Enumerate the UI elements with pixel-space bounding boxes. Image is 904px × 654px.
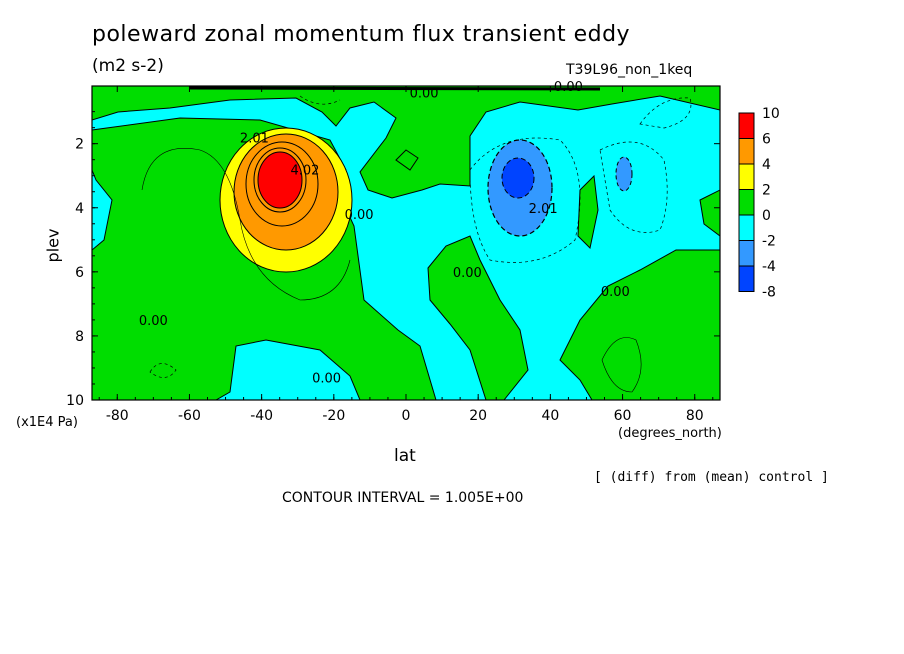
- contour-label: 0.00: [312, 372, 341, 387]
- x-tick-label: -40: [250, 408, 273, 424]
- colorbar: 10 6 4 2 0 -2 -4 -8: [738, 106, 780, 301]
- x-tick-label: 80: [686, 408, 704, 424]
- contour-interval: CONTOUR INTERVAL = 1.005E+00: [282, 490, 524, 506]
- colorbar-label: 0: [762, 208, 771, 224]
- x-tick-label: -80: [106, 408, 129, 424]
- contour-label: 2.01: [529, 202, 558, 217]
- contour-label: 0.00: [601, 285, 630, 300]
- x-tick-label: 60: [614, 408, 632, 424]
- colorbar-label: -2: [762, 234, 776, 250]
- positive-region-central: [427, 235, 529, 400]
- colorbar-swatch: [738, 112, 755, 139]
- colorbar-swatch: [738, 240, 755, 267]
- positive-region-0-2: [92, 86, 720, 199]
- colorbar-swatch: [738, 265, 755, 292]
- colorbar-label: 6: [762, 132, 771, 148]
- negative-region-4: [501, 157, 535, 199]
- x-axis-label: lat: [394, 446, 416, 466]
- x-tick-label: 40: [541, 408, 559, 424]
- contour-label: 0.00: [139, 314, 168, 329]
- y-axis-unit: (x1E4 Pa): [16, 415, 78, 430]
- contour-label: 2.01: [240, 131, 269, 146]
- positive-region-spot: [395, 149, 419, 171]
- y-ticks: 2 4 6 8 10: [66, 111, 720, 409]
- y-tick-label: 8: [75, 329, 84, 345]
- y-tick-label: 6: [75, 265, 84, 281]
- contour-label: 0.00: [345, 208, 374, 223]
- y-tick-label: 4: [75, 201, 84, 217]
- x-tick-label: -20: [322, 408, 345, 424]
- x-ticks: -80 -60 -40 -20 0 20 40 60 80: [98, 86, 714, 424]
- x-axis-unit: (degrees_north): [618, 426, 722, 441]
- chart-title: poleward zonal momentum flux transient e…: [92, 22, 631, 47]
- colorbar-label: -8: [762, 285, 776, 301]
- colorbar-swatch: [738, 163, 755, 190]
- colorbar-label: 2: [762, 183, 771, 199]
- positive-region-east: [559, 249, 720, 400]
- contour-label: 4.02: [290, 163, 319, 178]
- x-tick-label: 0: [402, 408, 411, 424]
- colorbar-label: 10: [762, 106, 780, 122]
- colorbar-swatch: [738, 189, 755, 216]
- colorbar-label: 4: [762, 157, 771, 173]
- top-thick-contour: [189, 86, 601, 91]
- run-label: T39L96_non_1keq: [566, 62, 693, 78]
- minor-contour-lines: [149, 95, 692, 378]
- colorbar-swatch: [738, 214, 755, 241]
- positive-region-far-east: [699, 189, 720, 237]
- minor-contour-lines-solid: [141, 148, 642, 393]
- y-tick-label: 10: [66, 393, 84, 409]
- contour-label: 0.00: [453, 266, 482, 281]
- contour-label: 0.00: [410, 86, 439, 101]
- diff-note: [ (diff) from (mean) control ]: [594, 470, 829, 485]
- negative-region-east: [615, 156, 633, 192]
- contour-labels: 0.00 0.00 2.01 4.02 0.00 0.00 0.00 0.00 2.01 0.00: [139, 80, 630, 387]
- colorbar-swatch: [738, 138, 755, 165]
- colorbar-label: -4: [762, 259, 776, 275]
- contour-fields: [92, 86, 720, 400]
- contour-label: 0.00: [554, 80, 583, 95]
- x-tick-label: 20: [469, 408, 487, 424]
- x-tick-label: -60: [178, 408, 201, 424]
- contour-level-8: [257, 151, 303, 209]
- y-tick-label: 2: [75, 137, 84, 153]
- chart-units: (m2 s-2): [92, 56, 164, 76]
- positive-region-east-small: [577, 174, 599, 250]
